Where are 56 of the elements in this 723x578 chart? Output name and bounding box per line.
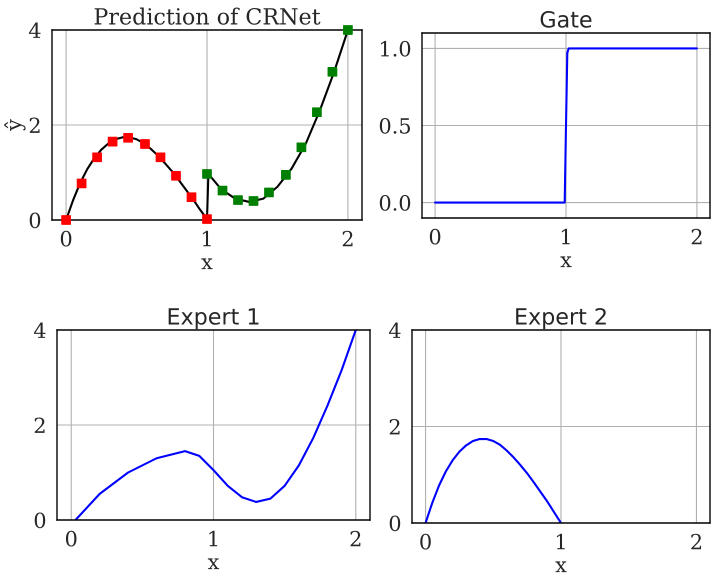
line-series — [74, 330, 357, 520]
y-tick-label: 0 — [34, 512, 46, 528]
x-tick-label: 0 — [66, 530, 76, 547]
y-tick-label: 0 — [30, 212, 40, 228]
point — [186, 192, 196, 202]
chart-title: Prediction of CRNet — [94, 8, 320, 25]
point — [343, 25, 353, 35]
point — [108, 136, 118, 146]
chart-title: Expert 1 — [168, 308, 258, 330]
x-axis-title: x — [560, 256, 572, 268]
x-tick-label: 2 — [342, 230, 352, 246]
y-tick-label: 4 — [34, 322, 46, 338]
x-tick-label: 1 — [202, 230, 211, 246]
x-tick-label: 0 — [420, 534, 431, 550]
point — [123, 132, 133, 143]
y-tick-label: 0.0 — [380, 195, 410, 211]
x-tick-label: 2 — [692, 228, 702, 244]
y-tick-label: 1.0 — [380, 40, 410, 57]
point — [296, 142, 306, 152]
point — [140, 139, 150, 149]
point — [233, 195, 243, 205]
point — [202, 214, 212, 224]
x-tick-label: 1 — [209, 530, 218, 546]
y-tick-label: 4 — [28, 22, 41, 38]
point — [76, 178, 86, 188]
y-tick-label: 2 — [34, 417, 45, 433]
point — [92, 152, 102, 162]
point — [281, 170, 291, 180]
y-tick-label: 0.5 — [380, 118, 410, 134]
point — [156, 152, 166, 162]
point — [264, 188, 274, 198]
x-tick-label: 0 — [430, 228, 440, 245]
x-axis-title: x — [208, 558, 220, 570]
chart-title: Expert 2 — [516, 308, 606, 330]
x-tick-label: 0 — [60, 230, 72, 247]
point — [248, 196, 258, 206]
chart-title: Gate — [540, 10, 592, 28]
y-tick-label: 2 — [390, 418, 400, 434]
x-tick-label: 2 — [350, 530, 360, 546]
point — [61, 215, 71, 225]
x-axis-title: x — [555, 561, 567, 572]
x-tick-label: 1 — [562, 228, 570, 244]
point — [202, 169, 212, 179]
line-series — [424, 438, 562, 523]
x-tick-label: 1 — [556, 534, 565, 550]
y-tick-label: 2 — [30, 117, 40, 133]
point — [171, 170, 181, 181]
line-series — [434, 47, 698, 204]
point — [312, 107, 322, 118]
x-tick-label: 2 — [691, 534, 702, 550]
y-tick-label: 4 — [388, 322, 401, 338]
point — [218, 186, 228, 196]
y-axis-title: ŷ — [4, 119, 26, 131]
point — [328, 66, 338, 77]
x-axis-title: x — [201, 258, 213, 270]
y-tick-label: 0 — [390, 515, 400, 532]
